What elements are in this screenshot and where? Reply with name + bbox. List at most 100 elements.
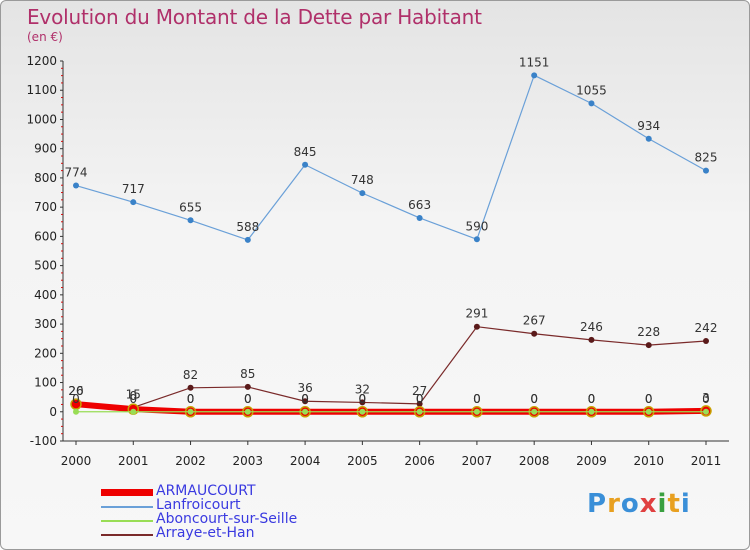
x-tick-label: 2004 [290,454,321,468]
y-minor-tick [61,374,63,376]
y-minor-tick [61,82,63,84]
data-label: 845 [294,145,317,159]
x-tick-label: 2001 [118,454,149,468]
chart-title: Evolution du Montant de la Dette par Hab… [27,5,482,29]
data-label: 590 [465,219,488,233]
data-label: 1151 [519,55,550,69]
y-minor-tick [61,279,63,281]
y-tick-label: 1200 [26,54,57,68]
data-point [244,383,251,390]
data-point [73,408,79,415]
y-minor-tick [61,330,63,332]
logo-letter: o [620,489,640,519]
data-point [473,408,480,415]
y-minor-tick [61,403,63,405]
data-point [302,398,309,405]
legend-label: Arraye-et-Han [156,525,255,541]
data-label: 0 [359,392,367,406]
y-minor-tick [61,257,63,259]
y-minor-tick [61,221,63,223]
data-point [130,408,137,415]
y-minor-tick [61,104,63,106]
data-point [588,336,595,343]
data-label: 0 [473,392,481,406]
y-minor-tick [61,75,63,77]
legend-swatch [101,506,153,508]
y-minor-tick [61,301,63,303]
data-point [703,338,709,345]
data-point [187,408,194,415]
data-point [359,408,366,415]
data-label: 0 [530,392,538,406]
data-label: 242 [695,321,718,335]
data-point [703,408,709,415]
data-label: 825 [695,151,718,165]
data-label: 228 [637,325,660,339]
y-minor-tick [61,389,63,391]
data-point [473,236,480,243]
legend-label: Lanfroicourt [156,497,241,513]
logo-letter: t [667,489,681,519]
y-tick-label: -100 [30,434,57,448]
y-minor-tick [61,97,63,99]
y-tick-label: 800 [34,171,57,185]
y-tick-label: 400 [34,288,57,302]
data-label: 934 [637,119,660,133]
x-tick-label: 2010 [633,454,664,468]
y-tick-label: 900 [34,142,57,156]
data-label: 0 [645,392,653,406]
y-minor-tick [61,338,63,340]
data-point [416,214,423,221]
data-label: 32 [355,382,370,396]
chart-subtitle: (en €) [27,30,63,44]
x-tick-label: 2007 [462,454,493,468]
y-minor-tick [61,126,63,128]
data-label: 0 [301,392,309,406]
y-minor-tick [61,67,63,69]
logo-letter: r [607,489,621,519]
data-label: 748 [351,173,374,187]
y-minor-tick [61,250,63,252]
data-label: 82 [183,368,198,382]
data-point [187,384,194,391]
data-point [588,100,595,107]
series-line-armaucourt [75,401,707,415]
logo-letter: x [639,489,658,519]
y-minor-tick [61,396,63,398]
y-tick-label: 0 [49,405,57,419]
data-label: 0 [187,392,195,406]
data-label: 0 [588,392,596,406]
y-tick-label: 600 [34,229,57,243]
data-label: 3 [702,391,710,405]
x-tick-label: 2005 [347,454,378,468]
data-point [244,408,251,415]
y-minor-tick [61,272,63,274]
data-label: 15 [126,387,141,401]
data-point [130,199,137,206]
data-label: 0 [72,392,80,406]
data-point [703,167,709,174]
y-minor-tick [61,162,63,164]
logo-letter: i [657,489,668,519]
x-tick-label: 2009 [576,454,607,468]
data-label: 0 [129,392,137,406]
data-point [244,236,251,243]
y-tick-label: 700 [34,200,57,214]
data-label: 85 [240,367,255,381]
data-label: 0 [301,392,309,406]
data-label: 655 [179,200,202,214]
data-point [645,342,652,349]
data-label: 36 [297,381,312,395]
data-label: 27 [412,384,427,398]
data-point [302,408,309,415]
data-point [588,408,595,415]
data-label: 0 [530,392,538,406]
data-point [359,399,366,406]
data-label: 246 [580,320,603,334]
data-point [645,408,652,415]
y-tick-label: 1000 [26,112,57,126]
data-label: 20 [68,384,83,398]
x-tick-label: 2011 [691,454,722,468]
